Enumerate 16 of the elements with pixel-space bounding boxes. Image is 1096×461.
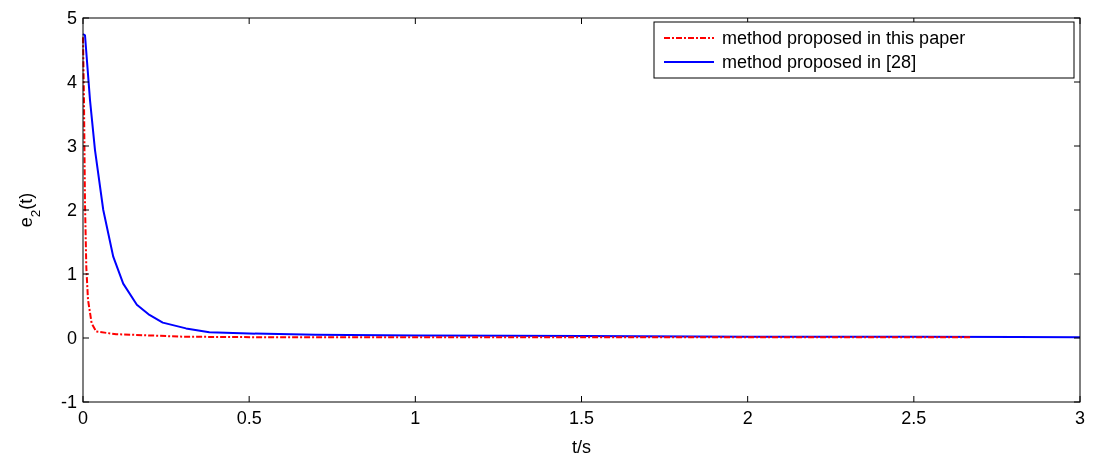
legend-label: method proposed in this paper [722, 28, 966, 48]
x-tick-label: 0.5 [236, 408, 262, 428]
y-tick-label: 3 [66, 136, 77, 156]
x-tick-label: 1 [410, 408, 421, 428]
y-tick-label: 1 [66, 264, 77, 284]
x-tick-label: 2 [742, 408, 753, 428]
y-tick-label: 4 [66, 72, 77, 92]
x-axis-title: t/s [571, 437, 592, 457]
y-tick-label: 2 [66, 200, 77, 220]
y-tick-label: -1 [60, 392, 77, 412]
y-tick-label: 5 [66, 8, 77, 28]
x-tick-label: 1.5 [568, 408, 595, 428]
x-tick-label: 2.5 [901, 408, 927, 428]
legend-label: method proposed in [28] [722, 52, 917, 72]
y-tick-label: 0 [66, 328, 77, 348]
x-tick-label: 3 [1074, 408, 1086, 428]
